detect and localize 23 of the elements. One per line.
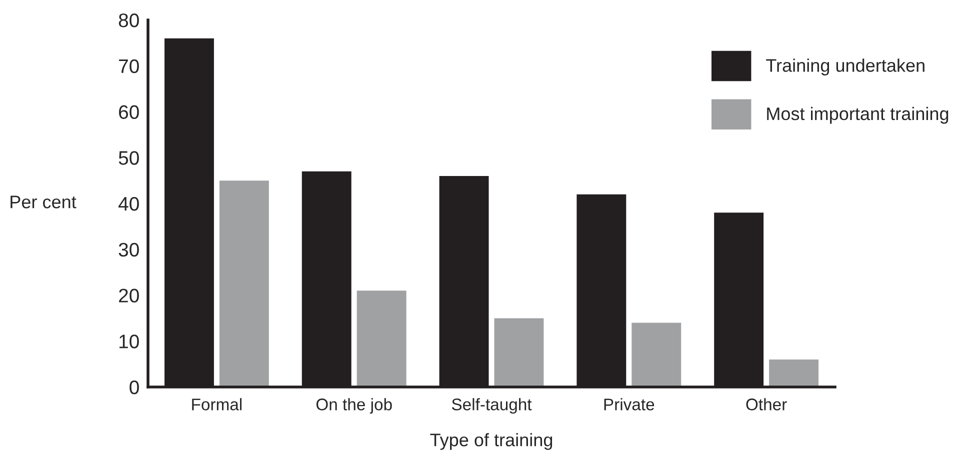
y-tick-label: 0	[130, 380, 139, 394]
x-tick-label: Formal	[192, 398, 242, 410]
x-tick-label: Other	[746, 398, 787, 410]
y-tick-label: 80	[118, 13, 139, 28]
bar	[632, 322, 682, 387]
y-tick-label: 40	[118, 196, 139, 211]
bar	[494, 318, 544, 387]
legend-label: Training undertaken	[766, 58, 924, 76]
bar	[356, 290, 406, 387]
y-tick-label: 70	[119, 59, 139, 74]
y-tick-label: 60	[119, 105, 139, 119]
x-tick-label: On the job	[316, 398, 392, 414]
bar	[769, 359, 819, 387]
y-tick-label: 30	[118, 242, 139, 257]
y-tick-label: 20	[119, 288, 139, 302]
y-tick-label: 50	[118, 151, 139, 165]
y-tick-label: 10	[120, 334, 139, 348]
x-tick-label: Private	[604, 398, 654, 410]
bar	[219, 180, 269, 387]
x-tick-label: Self-taught	[452, 398, 532, 414]
legend-label: Most important training	[767, 106, 948, 124]
x-axis-title: Type of training	[430, 433, 552, 450]
y-axis-title: Per cent	[10, 196, 76, 208]
